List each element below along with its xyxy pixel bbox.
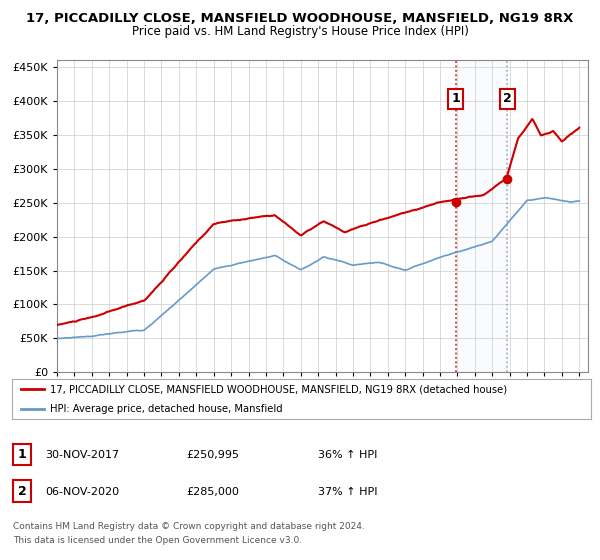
Text: £285,000: £285,000 bbox=[186, 487, 239, 497]
Text: Contains HM Land Registry data © Crown copyright and database right 2024.: Contains HM Land Registry data © Crown c… bbox=[13, 522, 365, 531]
Text: 1: 1 bbox=[452, 92, 460, 105]
Text: 17, PICCADILLY CLOSE, MANSFIELD WOODHOUSE, MANSFIELD, NG19 8RX: 17, PICCADILLY CLOSE, MANSFIELD WOODHOUS… bbox=[26, 12, 574, 25]
Bar bbox=[456, 60, 507, 372]
Text: 37% ↑ HPI: 37% ↑ HPI bbox=[318, 487, 377, 497]
Text: 30-NOV-2017: 30-NOV-2017 bbox=[45, 450, 119, 460]
Text: 1: 1 bbox=[18, 447, 26, 461]
Text: 06-NOV-2020: 06-NOV-2020 bbox=[45, 487, 119, 497]
Text: 17, PICCADILLY CLOSE, MANSFIELD WOODHOUSE, MANSFIELD, NG19 8RX (detached house): 17, PICCADILLY CLOSE, MANSFIELD WOODHOUS… bbox=[50, 385, 507, 394]
Text: 2: 2 bbox=[18, 484, 26, 498]
Text: £250,995: £250,995 bbox=[186, 450, 239, 460]
Text: This data is licensed under the Open Government Licence v3.0.: This data is licensed under the Open Gov… bbox=[13, 536, 302, 545]
Text: 2: 2 bbox=[503, 92, 511, 105]
Text: HPI: Average price, detached house, Mansfield: HPI: Average price, detached house, Mans… bbox=[50, 404, 282, 414]
Text: 36% ↑ HPI: 36% ↑ HPI bbox=[318, 450, 377, 460]
Text: Price paid vs. HM Land Registry's House Price Index (HPI): Price paid vs. HM Land Registry's House … bbox=[131, 25, 469, 38]
